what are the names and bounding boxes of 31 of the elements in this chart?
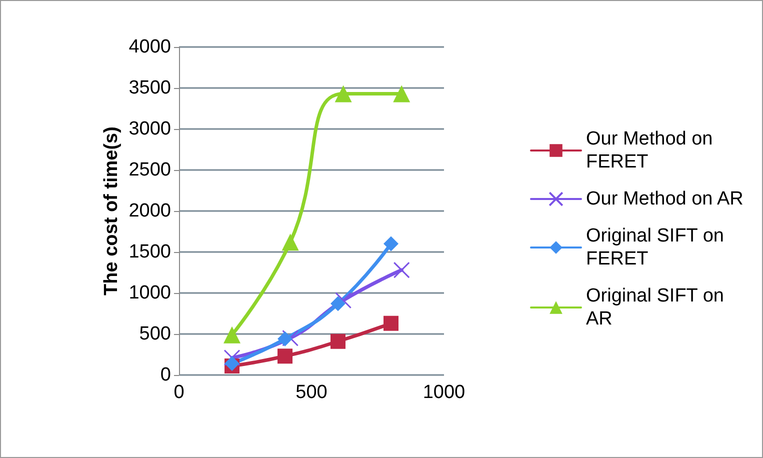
y-tick-label: 2000 <box>128 200 171 222</box>
y-tick-label: 3000 <box>128 118 171 140</box>
y-tick-label: 4000 <box>128 36 171 58</box>
legend-label: Original SIFT on AR <box>586 286 730 330</box>
y-tick-label: 1500 <box>128 242 171 262</box>
point <box>278 331 292 346</box>
point <box>384 316 398 331</box>
point <box>282 234 299 251</box>
y-tick-label: 1000 <box>128 282 171 304</box>
point <box>334 85 352 102</box>
point <box>278 348 292 364</box>
y-tick-label: 2500 <box>128 160 171 180</box>
x-tick-label: 500 <box>296 382 328 403</box>
legend-label: Original SIFT on FERET <box>586 226 730 270</box>
x-tick-label: 1000 <box>422 382 466 403</box>
y-axis-title: The cost of time(s) <box>101 126 122 296</box>
y-tick-label: 500 <box>139 324 171 344</box>
point <box>330 334 346 349</box>
point <box>282 330 299 346</box>
point <box>330 296 346 312</box>
point <box>335 292 352 309</box>
y-tick-label: 3500 <box>128 78 171 98</box>
point <box>393 85 410 102</box>
point <box>384 236 398 252</box>
y-tick-label: 0 <box>160 364 171 386</box>
point <box>224 326 240 344</box>
x-tick-label: 0 <box>174 382 184 403</box>
point <box>224 350 240 366</box>
legend-label: Our Method on FERET <box>586 128 718 172</box>
legend-label: Our Method on AR <box>586 188 744 210</box>
point <box>393 262 410 278</box>
